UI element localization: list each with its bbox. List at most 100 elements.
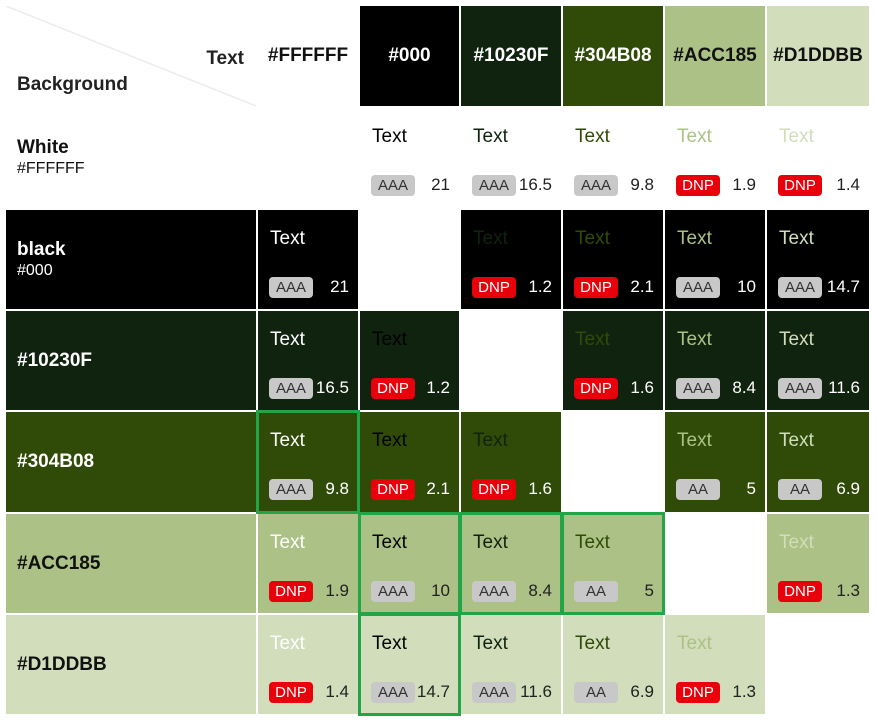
text-sample: Text xyxy=(270,329,305,350)
contrast-ratio: 21 xyxy=(431,175,450,194)
text-sample: Text xyxy=(372,126,407,147)
row-name: #10230F xyxy=(17,349,93,371)
text-sample: Text xyxy=(473,633,508,654)
contrast-ratio: 11.6 xyxy=(828,378,860,397)
contrast-ratio: 1.2 xyxy=(426,378,450,397)
contrast-cell: Text AA 6.9 xyxy=(563,615,663,714)
rating-badge: AAA xyxy=(574,175,618,196)
rating-badge: AAA xyxy=(472,581,516,602)
text-sample: Text xyxy=(270,430,305,451)
text-sample: Text xyxy=(372,532,407,553)
contrast-cell: Text DNP 1.2 xyxy=(461,210,561,309)
row-name: White xyxy=(17,137,69,158)
column-header: #10230F xyxy=(461,6,561,106)
rating-badge: DNP xyxy=(778,175,822,196)
contrast-cell: Text DNP 1.2 xyxy=(360,311,459,410)
empty-cell xyxy=(767,615,869,714)
rating-badge: DNP xyxy=(676,175,720,196)
rating-badge: AA xyxy=(574,581,618,602)
contrast-cell: Text AAA 8.4 xyxy=(461,514,561,613)
text-sample: Text xyxy=(677,430,712,451)
text-sample: Text xyxy=(473,430,508,451)
contrast-ratio: 9.8 xyxy=(630,175,654,194)
contrast-ratio: 8.4 xyxy=(528,581,552,600)
contrast-cell: Text AAA 16.5 xyxy=(258,311,358,410)
contrast-cell: Text AA 6.9 xyxy=(767,412,869,512)
contrast-cell: Text DNP 2.1 xyxy=(563,210,663,309)
contrast-cell: Text AAA 8.4 xyxy=(665,311,765,410)
text-sample: Text xyxy=(372,430,407,451)
contrast-cell: Text DNP 1.4 xyxy=(767,108,869,208)
text-sample: Text xyxy=(473,532,508,553)
rating-badge: AA xyxy=(574,682,618,703)
contrast-ratio: 14.7 xyxy=(826,277,860,296)
rating-badge: AAA xyxy=(269,277,313,298)
text-sample: Text xyxy=(779,532,814,553)
row-header: #10230F xyxy=(6,311,256,410)
rating-badge: AAA xyxy=(371,175,415,196)
text-sample: Text xyxy=(677,633,712,654)
row-name: #304B08 xyxy=(17,451,95,472)
text-sample: Text xyxy=(270,532,305,553)
contrast-ratio: 1.9 xyxy=(732,175,756,194)
rating-badge: DNP xyxy=(269,682,313,703)
contrast-cell: Text AAA 9.8 xyxy=(563,108,663,208)
row-name: #D1DDBB xyxy=(17,653,107,675)
text-sample: Text xyxy=(575,228,610,249)
text-sample: Text xyxy=(575,329,610,350)
contrast-cell: Text AAA 11.6 xyxy=(767,311,869,410)
rating-badge: AA xyxy=(778,479,822,500)
rating-badge: AAA xyxy=(269,378,313,399)
contrast-cell: Text DNP 1.6 xyxy=(563,311,663,410)
text-sample: Text xyxy=(779,228,814,249)
rating-badge: AAA xyxy=(472,175,516,196)
background-axis-label: Background xyxy=(17,74,128,95)
rating-badge: DNP xyxy=(676,682,720,703)
contrast-ratio: 1.3 xyxy=(836,581,860,600)
contrast-ratio: 1.4 xyxy=(325,682,349,701)
empty-cell xyxy=(665,514,765,613)
contrast-ratio: 1.2 xyxy=(528,277,552,296)
contrast-cell: Text DNP 2.1 xyxy=(360,412,459,512)
contrast-cell: Text DNP 1.9 xyxy=(665,108,765,208)
text-axis-label: Text xyxy=(206,48,244,69)
empty-cell xyxy=(563,412,663,512)
text-sample: Text xyxy=(473,228,508,249)
empty-cell xyxy=(461,311,561,410)
rating-badge: AAA xyxy=(269,479,313,500)
contrast-ratio: 2.1 xyxy=(426,479,450,498)
contrast-ratio: 16.5 xyxy=(518,175,552,194)
contrast-ratio: 8.4 xyxy=(732,378,756,397)
text-sample: Text xyxy=(575,633,610,654)
row-name: black xyxy=(17,238,66,260)
rating-badge: DNP xyxy=(574,277,618,298)
contrast-cell: Text DNP 1.9 xyxy=(258,514,358,613)
contrast-ratio: 6.9 xyxy=(836,479,860,498)
corner-header: Text Background xyxy=(6,6,256,106)
contrast-cell: Text AAA 14.7 xyxy=(767,210,869,309)
rating-badge: AAA xyxy=(371,581,415,602)
contrast-cell: Text AAA 9.8 xyxy=(258,412,358,512)
rating-badge: AAA xyxy=(676,277,720,298)
rating-badge: AAA xyxy=(778,277,822,298)
rating-badge: DNP xyxy=(472,277,516,298)
contrast-ratio: 11.6 xyxy=(520,682,552,701)
text-sample: Text xyxy=(270,228,305,249)
text-sample: Text xyxy=(779,329,814,350)
text-sample: Text xyxy=(779,430,814,451)
contrast-cell: Text AAA 21 xyxy=(360,108,459,208)
contrast-cell: Text AAA 21 xyxy=(258,210,358,309)
contrast-ratio: 1.6 xyxy=(630,378,654,397)
contrast-ratio: 16.5 xyxy=(315,378,349,397)
rating-badge: DNP xyxy=(574,378,618,399)
row-header: #ACC185 xyxy=(6,514,256,613)
rating-badge: DNP xyxy=(371,479,415,500)
text-sample: Text xyxy=(677,228,712,249)
text-sample: Text xyxy=(677,329,712,350)
contrast-ratio: 14.7 xyxy=(416,682,450,701)
text-sample: Text xyxy=(473,126,508,147)
contrast-cell: Text AAA 10 xyxy=(665,210,765,309)
contrast-cell: Text DNP 1.6 xyxy=(461,412,561,512)
contrast-ratio: 5 xyxy=(644,581,654,600)
row-header: White #FFFFFF xyxy=(6,108,256,208)
